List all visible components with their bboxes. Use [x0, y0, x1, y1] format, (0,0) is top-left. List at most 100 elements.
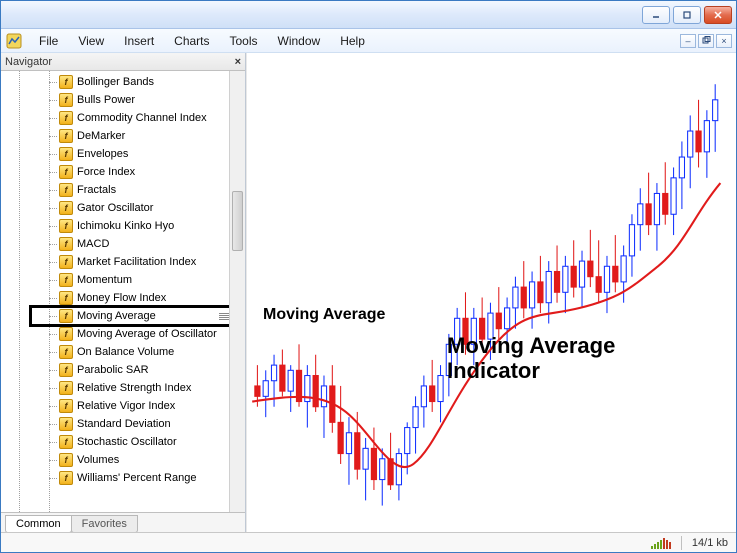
indicator-item[interactable]: f Relative Strength Index [1, 379, 229, 397]
menu-help[interactable]: Help [330, 32, 375, 50]
indicator-label: Volumes [77, 454, 119, 466]
connection-indicator-icon [651, 537, 671, 549]
menu-tools[interactable]: Tools [220, 32, 268, 50]
indicator-label: Williams' Percent Range [77, 472, 196, 484]
indicator-icon: f [59, 237, 73, 251]
indicator-icon: f [59, 129, 73, 143]
indicator-item[interactable]: f Williams' Percent Range [1, 469, 229, 487]
status-traffic: 14/1 kb [692, 537, 728, 549]
indicator-icon: f [59, 273, 73, 287]
scrollbar-thumb[interactable] [232, 191, 243, 251]
indicator-icon: f [59, 291, 73, 305]
indicator-label: Parabolic SAR [77, 364, 149, 376]
indicator-icon: f [59, 111, 73, 125]
indicator-label: Standard Deviation [77, 418, 171, 430]
app-icon [5, 32, 23, 50]
menu-items: FileViewInsertChartsToolsWindowHelp [29, 32, 375, 50]
indicator-item[interactable]: fIchimoku Kinko Hyo [1, 217, 229, 235]
close-button[interactable] [704, 6, 732, 24]
menu-window[interactable]: Window [268, 32, 331, 50]
indicator-label: Envelopes [77, 148, 128, 160]
indicator-item[interactable]: f Relative Vigor Index [1, 397, 229, 415]
indicator-icon: f [59, 399, 73, 413]
navigator-header: Navigator × [1, 53, 245, 71]
indicator-item[interactable]: f Fractals [1, 181, 229, 199]
indicator-label: Money Flow Index [77, 292, 166, 304]
indicator-label: Force Index [77, 166, 135, 178]
indicator-label: MACD [77, 238, 109, 250]
indicator-item[interactable]: f Volumes [1, 451, 229, 469]
main-area: Navigator × f Bollinger Bands f Bulls Power… [1, 53, 736, 532]
indicator-icon: f [59, 201, 73, 215]
indicator-label: Gator Oscillator [77, 202, 153, 214]
indicator-icon: f [59, 183, 73, 197]
indicator-item[interactable]: f Bulls Power [1, 91, 229, 109]
indicator-item[interactable]: f Moving Average [1, 307, 229, 325]
indicator-icon: f [59, 471, 73, 485]
indicator-tree[interactable]: f Bollinger Bands f Bulls Power fCommodity C… [1, 71, 229, 512]
indicator-icon: f [59, 309, 73, 323]
indicator-label: Relative Strength Index [77, 382, 191, 394]
indicator-icon: f [59, 435, 73, 449]
menu-charts[interactable]: Charts [164, 32, 219, 50]
indicator-icon: f [59, 363, 73, 377]
indicator-item[interactable]: f Momentum [1, 271, 229, 289]
app-window: FileViewInsertChartsToolsWindowHelp – × … [0, 0, 737, 553]
tab-favorites[interactable]: Favorites [71, 515, 138, 532]
indicator-icon: f [59, 255, 73, 269]
indicator-item[interactable]: f Market Facilitation Index [1, 253, 229, 271]
indicator-icon: f [59, 327, 73, 341]
indicator-item[interactable]: f MACD [1, 235, 229, 253]
titlebar [1, 1, 736, 29]
indicator-icon: f [59, 219, 73, 233]
indicator-item[interactable]: f Gator Oscillator [1, 199, 229, 217]
annotation-moving-average-indicator: Moving Average Indicator [447, 333, 615, 384]
indicator-item[interactable]: f Bollinger Bands [1, 73, 229, 91]
indicator-item[interactable]: f DeMarker [1, 127, 229, 145]
mdi-minimize-button[interactable]: – [680, 34, 696, 48]
indicator-item[interactable]: f Money Flow Index [1, 289, 229, 307]
indicator-item[interactable]: f Standard Deviation [1, 415, 229, 433]
navigator-panel: Navigator × f Bollinger Bands f Bulls Power… [1, 53, 246, 532]
navigator-scrollbar[interactable] [229, 71, 245, 512]
indicator-label: Fractals [77, 184, 116, 196]
indicator-label: On Balance Volume [77, 346, 174, 358]
menu-view[interactable]: View [68, 32, 114, 50]
indicator-label: Bollinger Bands [77, 76, 154, 88]
tab-common[interactable]: Common [5, 515, 72, 532]
indicator-label: Relative Vigor Index [77, 400, 175, 412]
navigator-body: f Bollinger Bands f Bulls Power fCommodity C… [1, 71, 245, 512]
candlestick-chart [247, 53, 736, 532]
indicator-item[interactable]: fEnvelopes [1, 145, 229, 163]
indicator-icon: f [59, 453, 73, 467]
chart-area[interactable]: Moving Average Moving Average Indicator [246, 53, 736, 532]
indicator-label: Bulls Power [77, 94, 135, 106]
window-controls [642, 6, 732, 24]
indicator-item[interactable]: fCommodity Channel Index [1, 109, 229, 127]
indicator-label: Market Facilitation Index [77, 256, 196, 268]
indicator-item[interactable]: fMoving Average of Oscillator [1, 325, 229, 343]
indicator-icon: f [59, 93, 73, 107]
navigator-close-icon[interactable]: × [235, 56, 241, 68]
annotation-moving-average-label: Moving Average [263, 306, 385, 324]
statusbar: 14/1 kb [1, 532, 736, 552]
indicator-icon: f [59, 345, 73, 359]
indicator-label: Momentum [77, 274, 132, 286]
indicator-label: Moving Average [77, 310, 156, 322]
navigator-title: Navigator [5, 56, 52, 68]
maximize-button[interactable] [673, 6, 701, 24]
indicator-icon: f [59, 75, 73, 89]
menu-insert[interactable]: Insert [114, 32, 164, 50]
mdi-close-button[interactable]: × [716, 34, 732, 48]
minimize-button[interactable] [642, 6, 670, 24]
navigator-tabs: Common Favorites [1, 512, 245, 532]
indicator-item[interactable]: f Parabolic SAR [1, 361, 229, 379]
indicator-item[interactable]: fForce Index [1, 163, 229, 181]
indicator-item[interactable]: f On Balance Volume [1, 343, 229, 361]
mdi-restore-button[interactable] [698, 34, 714, 48]
indicator-icon: f [59, 381, 73, 395]
menu-file[interactable]: File [29, 32, 68, 50]
indicator-icon: f [59, 417, 73, 431]
indicator-label: DeMarker [77, 130, 125, 142]
indicator-item[interactable]: fStochastic Oscillator [1, 433, 229, 451]
